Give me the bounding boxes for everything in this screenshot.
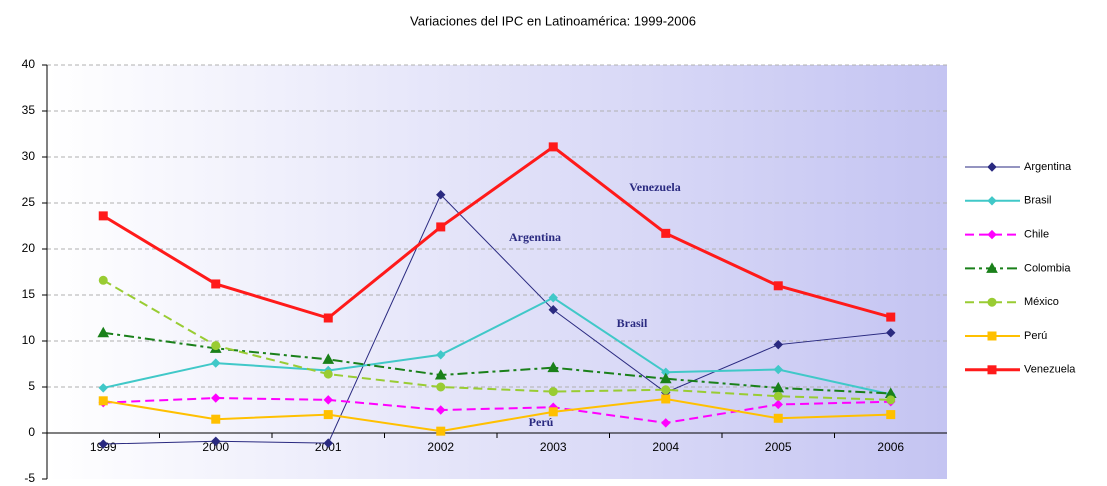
- marker: [661, 394, 671, 404]
- marker: [97, 326, 110, 338]
- series-line: [103, 193, 891, 445]
- marker: [211, 414, 221, 424]
- marker: [98, 396, 108, 406]
- marker: [661, 228, 671, 238]
- marker: [98, 439, 108, 449]
- marker: [987, 365, 997, 375]
- y-tick-label: 35: [22, 103, 36, 117]
- y-tick-label: 0: [28, 425, 35, 439]
- marker: [434, 369, 447, 380]
- marker: [98, 275, 108, 285]
- series-line: [102, 279, 891, 401]
- marker: [548, 293, 558, 303]
- marker: [773, 339, 783, 350]
- legend-label: Brasil: [1024, 195, 1052, 207]
- marker: [436, 190, 446, 200]
- y-tick-label: 5: [28, 379, 35, 393]
- marker: [436, 350, 446, 360]
- marker: [987, 162, 997, 172]
- series-line: [103, 397, 891, 433]
- marker: [886, 410, 896, 420]
- marker: [659, 372, 672, 384]
- marker: [773, 281, 783, 291]
- legend-label: Venezuela: [1024, 364, 1076, 376]
- series-line: [103, 331, 891, 395]
- marker: [98, 211, 108, 221]
- marker: [211, 279, 221, 289]
- marker: [773, 399, 783, 410]
- y-tick-label: 15: [22, 287, 36, 301]
- x-tick-label: 2004: [652, 440, 679, 454]
- annotation: Perú: [529, 415, 554, 429]
- x-tick-label: 2002: [427, 440, 454, 454]
- marker: [886, 328, 896, 338]
- y-tick-label: 20: [22, 241, 36, 255]
- marker: [211, 393, 221, 403]
- series-line: [103, 397, 891, 424]
- y-tick-label: 30: [22, 149, 36, 163]
- marker: [323, 313, 333, 323]
- series-line: [102, 145, 892, 320]
- marker: [436, 222, 446, 232]
- y-tick-label: 10: [22, 333, 36, 347]
- x-tick-label: 2000: [202, 440, 229, 454]
- annotation: Venezuela: [629, 180, 681, 194]
- x-tick-label: 2005: [765, 440, 792, 454]
- y-tick-label: 25: [22, 195, 36, 209]
- marker: [886, 395, 896, 405]
- chart-title: Variaciones del IPC en Latinoamérica: 19…: [410, 13, 696, 28]
- marker: [548, 387, 558, 397]
- x-tick-label: 2006: [877, 440, 904, 454]
- marker: [211, 436, 221, 446]
- marker: [98, 383, 108, 393]
- legend-label: Perú: [1024, 330, 1047, 342]
- marker: [323, 369, 333, 379]
- marker: [987, 297, 997, 307]
- marker: [773, 413, 783, 423]
- marker: [886, 312, 896, 322]
- marker: [548, 407, 558, 417]
- marker: [436, 426, 446, 436]
- marker: [773, 364, 783, 375]
- marker: [322, 353, 335, 364]
- marker: [323, 395, 333, 405]
- legend-label: Colombia: [1024, 262, 1071, 274]
- marker: [661, 385, 671, 395]
- y-tick-label: -5: [24, 471, 35, 485]
- marker: [211, 358, 221, 368]
- marker: [436, 382, 446, 392]
- marker: [548, 142, 558, 152]
- marker: [987, 229, 997, 240]
- annotation: Argentina: [509, 230, 561, 244]
- marker: [436, 405, 446, 415]
- series-line: [103, 296, 891, 396]
- marker: [323, 438, 333, 448]
- legend-label: Chile: [1024, 229, 1049, 241]
- marker: [547, 361, 560, 373]
- marker: [987, 331, 997, 341]
- marker: [661, 418, 671, 428]
- marker: [323, 410, 333, 420]
- legend-label: Argentina: [1024, 161, 1072, 173]
- marker: [986, 262, 998, 273]
- marker: [773, 391, 783, 401]
- marker: [211, 341, 221, 351]
- marker: [548, 305, 558, 315]
- annotation: Brasil: [617, 316, 648, 330]
- marker: [987, 196, 997, 206]
- x-tick-label: 2003: [540, 440, 567, 454]
- legend-label: México: [1024, 296, 1059, 308]
- y-tick-label: 40: [22, 57, 36, 71]
